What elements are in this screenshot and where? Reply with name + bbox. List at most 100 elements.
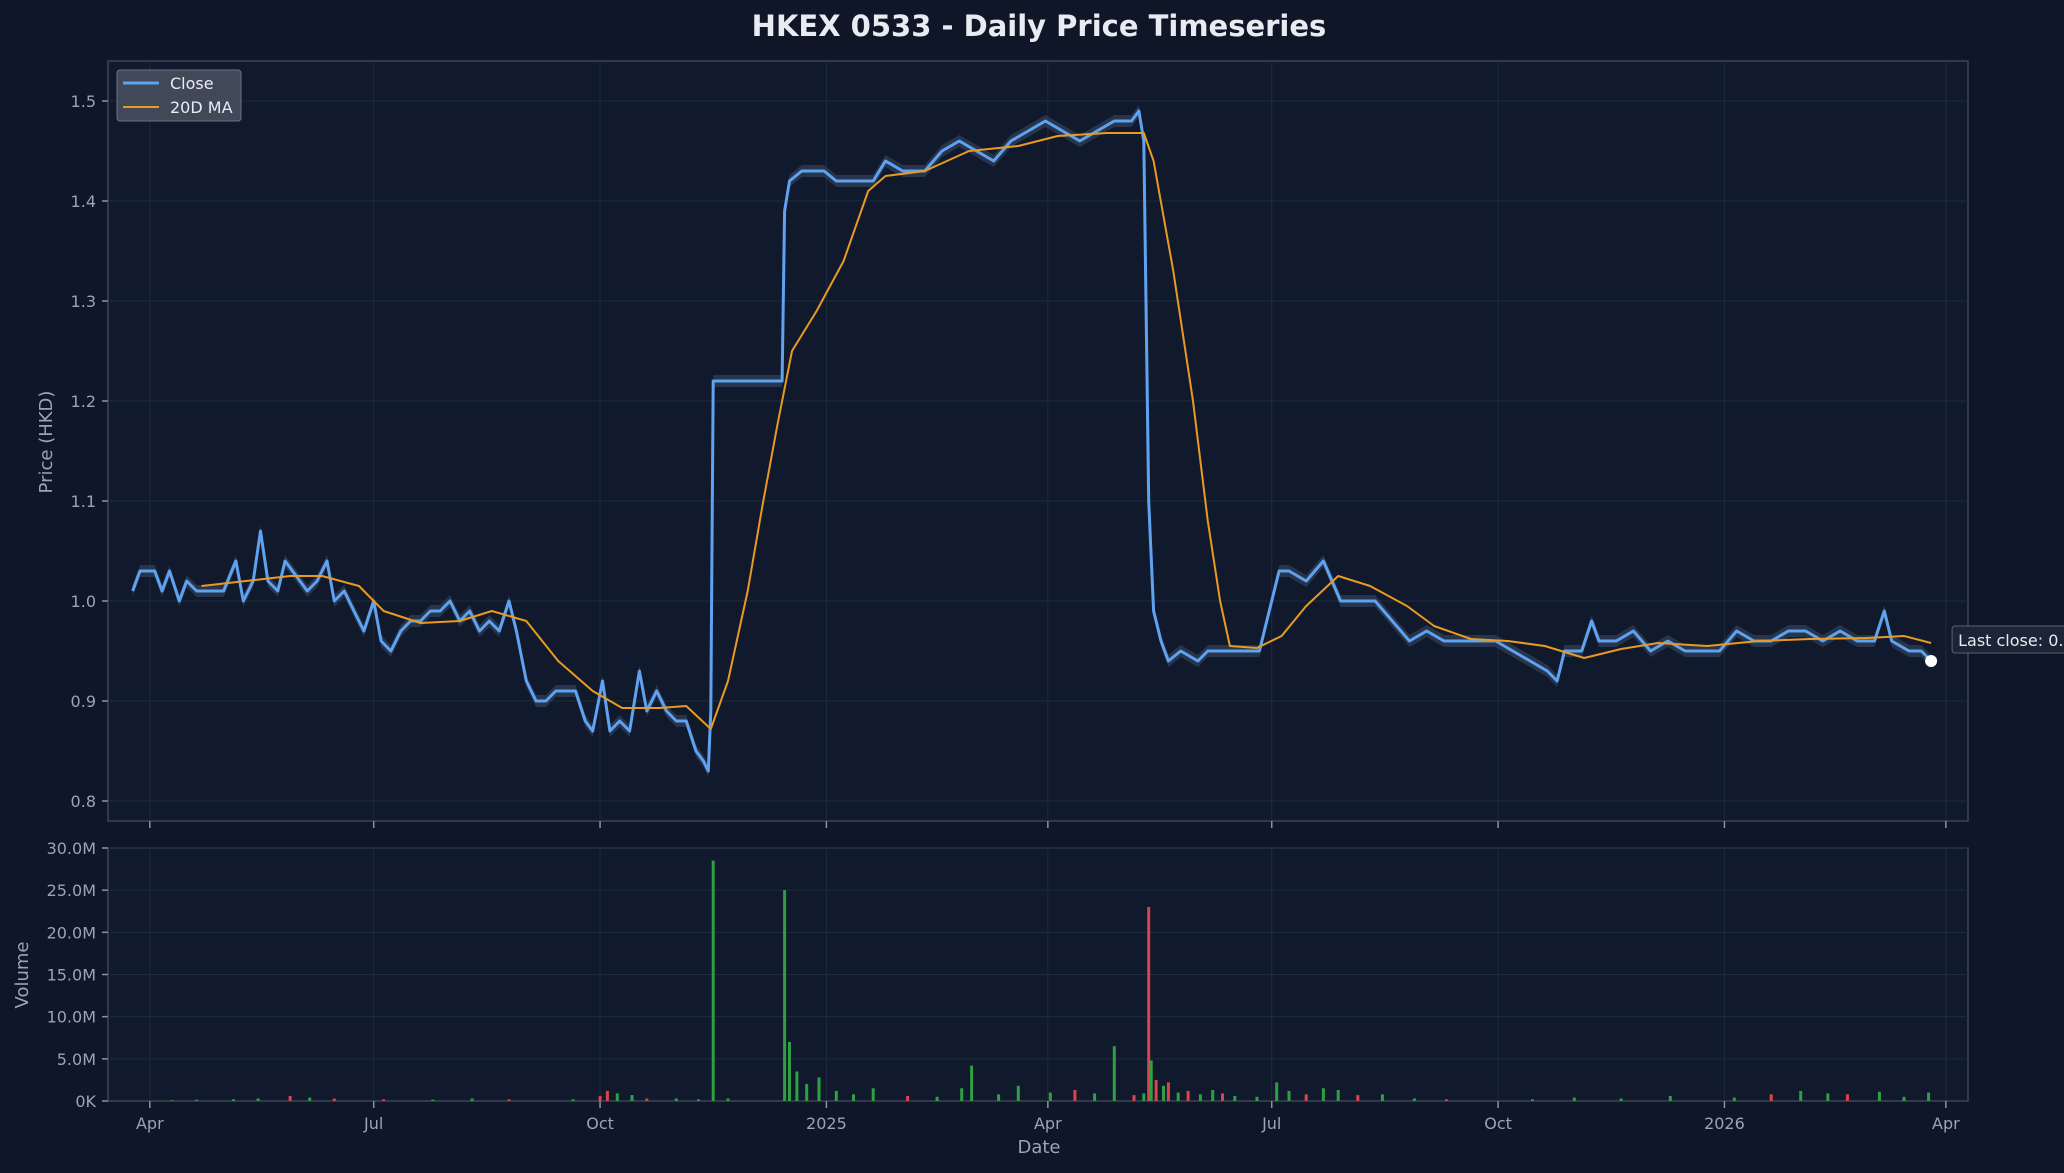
volume-bar xyxy=(1093,1093,1097,1101)
volume-bar xyxy=(1877,1091,1881,1101)
volume-y-axis-label: Volume xyxy=(12,942,33,1009)
volume-bar xyxy=(1412,1098,1416,1101)
last-close-label: Last close: 0.940 xyxy=(1958,631,2064,650)
volume-bar xyxy=(1132,1095,1136,1101)
volume-y-axis: 0K 5.0M 10.0M 15.0M 20.0M 25.0M 30.0M xyxy=(47,839,108,1111)
volume-bar xyxy=(195,1099,199,1101)
volume-bar xyxy=(674,1098,678,1101)
volume-y-tick-label: 25.0M xyxy=(47,881,96,900)
x-tick-label: Apr xyxy=(1034,1114,1062,1133)
volume-bar xyxy=(1902,1096,1906,1101)
volume-bars xyxy=(170,860,1931,1101)
volume-bar xyxy=(1572,1097,1576,1101)
volume-bar xyxy=(852,1094,855,1101)
price-y-tick-label: 1.4 xyxy=(71,192,96,211)
volume-bar xyxy=(1336,1090,1340,1101)
volume-bar xyxy=(1211,1090,1215,1101)
volume-bar xyxy=(1619,1098,1623,1101)
volume-bar xyxy=(605,1090,609,1101)
volume-bar xyxy=(1275,1082,1279,1101)
volume-bar xyxy=(1927,1092,1931,1101)
volume-bar xyxy=(1826,1093,1830,1101)
price-y-tick-label: 1.3 xyxy=(71,292,96,311)
volume-bar xyxy=(1112,1046,1116,1101)
x-axis-label: Date xyxy=(1017,1137,1060,1158)
volume-bar xyxy=(788,1042,791,1101)
volume-grid xyxy=(108,847,1968,1101)
volume-y-tick-label: 30.0M xyxy=(47,839,96,858)
volume-bar xyxy=(256,1098,260,1101)
last-close-label-box xyxy=(1951,625,2064,654)
volume-y-tick-label: 5.0M xyxy=(57,1050,96,1069)
x-tick-label: Jul xyxy=(1261,1114,1281,1133)
price-y-tick-label: 0.9 xyxy=(71,692,96,711)
volume-bar xyxy=(630,1095,634,1101)
x-axis: Apr Jul Oct 2025 Apr Jul Oct 2026 Apr xyxy=(136,1101,1960,1133)
volume-bar xyxy=(1356,1095,1360,1101)
price-grid xyxy=(108,61,1968,821)
volume-bar xyxy=(1142,1093,1146,1101)
volume-bar xyxy=(1154,1079,1158,1101)
last-close-marker xyxy=(1925,655,1938,667)
x-tick-label: Jul xyxy=(363,1114,383,1133)
price-y-axis: 0.8 0.9 1.0 1.1 1.2 1.3 1.4 1.5 xyxy=(71,92,108,811)
volume-bar xyxy=(1321,1088,1325,1101)
volume-bar xyxy=(1668,1095,1672,1101)
volume-y-tick-label: 0K xyxy=(75,1092,96,1111)
volume-bar xyxy=(615,1093,619,1101)
volume-bar xyxy=(470,1098,474,1101)
volume-bar xyxy=(1073,1090,1077,1101)
x-tick-label: Oct xyxy=(1484,1114,1512,1133)
price-y-tick-label: 1.0 xyxy=(71,592,96,611)
x-tick-label: 2026 xyxy=(1704,1114,1745,1133)
volume-bar xyxy=(795,1071,799,1101)
volume-bar xyxy=(382,1099,386,1101)
volume-bar xyxy=(1198,1094,1202,1101)
volume-bar xyxy=(598,1095,602,1101)
volume-bar xyxy=(1444,1099,1448,1101)
volume-bar xyxy=(834,1090,838,1101)
volume-bar xyxy=(697,1099,700,1101)
volume-y-tick-label: 20.0M xyxy=(47,923,96,942)
chart-title: HKEX 0533 - Daily Price Timeseries xyxy=(752,9,1327,43)
volume-bar xyxy=(935,1096,939,1101)
volume-bar xyxy=(288,1095,292,1101)
volume-bar xyxy=(170,1100,174,1101)
volume-bar xyxy=(1176,1092,1180,1101)
price-y-tick-label: 1.5 xyxy=(71,92,96,111)
last-close-annotation: Last close: 0.940 xyxy=(1925,625,2064,667)
volume-bar xyxy=(1287,1090,1291,1101)
volume-bar xyxy=(1769,1094,1773,1101)
volume-bar xyxy=(1255,1096,1259,1101)
x-tick-label: Apr xyxy=(136,1114,164,1133)
volume-bar xyxy=(571,1099,575,1101)
volume-bar xyxy=(1531,1099,1534,1101)
volume-bar xyxy=(645,1098,649,1101)
price-y-tick-label: 1.2 xyxy=(71,392,96,411)
volume-bar xyxy=(783,890,787,1101)
volume-bar xyxy=(1799,1090,1803,1101)
volume-bar xyxy=(970,1065,974,1101)
volume-bar xyxy=(431,1099,435,1101)
volume-bar xyxy=(997,1094,1001,1101)
volume-bar xyxy=(1149,1060,1153,1101)
volume-bar xyxy=(1732,1097,1736,1101)
volume-bar xyxy=(805,1084,809,1101)
volume-bar xyxy=(817,1077,821,1101)
series-line-20d-ma xyxy=(201,132,1932,730)
price-panel xyxy=(107,60,1969,822)
price-y-tick-label: 1.1 xyxy=(71,492,96,511)
volume-bar xyxy=(232,1099,235,1101)
volume-y-tick-label: 10.0M xyxy=(47,1008,96,1027)
legend: Close 20D MA xyxy=(116,69,242,122)
volume-bar xyxy=(1845,1094,1849,1101)
series-line-close xyxy=(131,109,1933,773)
volume-bar xyxy=(1162,1085,1165,1101)
volume-bar xyxy=(726,1098,730,1101)
volume-bar xyxy=(332,1098,336,1101)
volume-bar xyxy=(1048,1092,1052,1101)
x-tick-label: 2025 xyxy=(806,1114,847,1133)
price-y-axis-label: Price (HKD) xyxy=(36,391,57,494)
x-tick-label: Apr xyxy=(1932,1114,1960,1133)
